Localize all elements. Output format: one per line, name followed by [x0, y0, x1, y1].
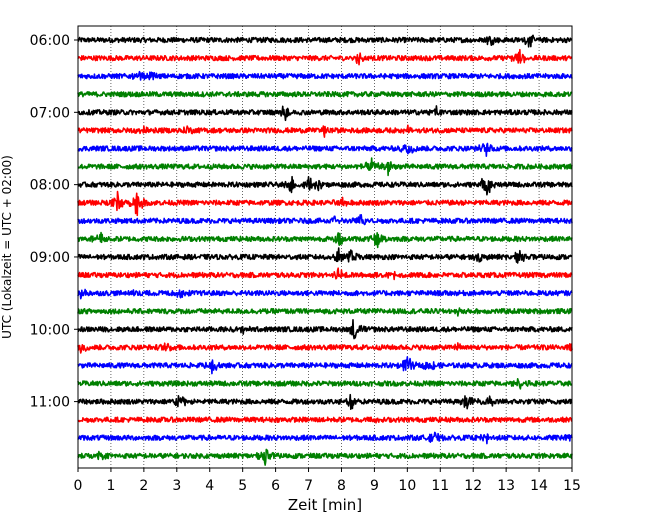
- x-tick-label: 9: [370, 478, 379, 494]
- x-tick-label: 5: [238, 478, 247, 494]
- seismic-trace: [77, 175, 573, 196]
- seismic-trace: [77, 142, 573, 157]
- y-tick-label: 08:00: [30, 178, 70, 194]
- x-tick-label: 4: [205, 478, 214, 494]
- trace-layer: [77, 34, 573, 466]
- x-tick-label: 11: [431, 478, 449, 494]
- seismic-trace: [77, 48, 573, 66]
- seismic-trace: [77, 448, 573, 466]
- x-tick-label: 0: [74, 478, 83, 494]
- x-tick-label: 12: [464, 478, 482, 494]
- y-axis-label: UTC (Lokalzeit = UTC + 02:00): [0, 155, 14, 339]
- y-axis: 06:00 07:00 08:00 09:00 10:00 11:00: [30, 33, 78, 411]
- seismic-trace: [77, 70, 573, 81]
- x-tick-label: 10: [398, 478, 416, 494]
- seismic-trace: [77, 356, 573, 375]
- y-tick-label: 07:00: [30, 105, 70, 121]
- seismic-trace: [77, 393, 573, 411]
- x-tick-label: 8: [337, 478, 346, 494]
- seismic-trace: [77, 431, 573, 445]
- seismic-trace: [77, 190, 573, 217]
- seismic-trace: [77, 288, 573, 300]
- seismic-trace: [77, 342, 573, 354]
- seismic-trace: [77, 247, 573, 264]
- x-axis: 0 1 2 3 4 5 6 7 8 9 10 11 12 13 14 15: [74, 468, 581, 494]
- plot-frame: [77, 25, 573, 469]
- x-tick-label: 1: [106, 478, 115, 494]
- seismic-trace: [77, 307, 573, 317]
- x-tick-label: 15: [563, 478, 581, 494]
- x-tick-label: 7: [304, 478, 313, 494]
- seismic-trace: [77, 157, 573, 177]
- seismic-trace: [77, 214, 573, 226]
- seismic-trace: [77, 124, 573, 138]
- y-tick-label: 06:00: [30, 33, 70, 49]
- seismic-trace: [77, 34, 573, 48]
- seismic-trace: [77, 377, 573, 390]
- seismic-trace: [77, 267, 573, 281]
- seismic-trace: [77, 319, 573, 340]
- seismic-trace: [77, 231, 573, 249]
- seismic-trace: [77, 90, 573, 98]
- x-tick-label: 2: [139, 478, 148, 494]
- x-tick-label: 3: [172, 478, 181, 494]
- x-axis-label: Zeit [min]: [288, 496, 362, 514]
- x-tick-label: 14: [530, 478, 548, 494]
- y-tick-label: 11:00: [30, 395, 70, 411]
- seismic-trace: [77, 416, 573, 424]
- y-tick-label: 10:00: [30, 322, 70, 338]
- x-tick-label: 6: [271, 478, 280, 494]
- x-tick-label: 13: [497, 478, 515, 494]
- y-tick-label: 09:00: [30, 250, 70, 266]
- seismic-trace: [77, 105, 573, 122]
